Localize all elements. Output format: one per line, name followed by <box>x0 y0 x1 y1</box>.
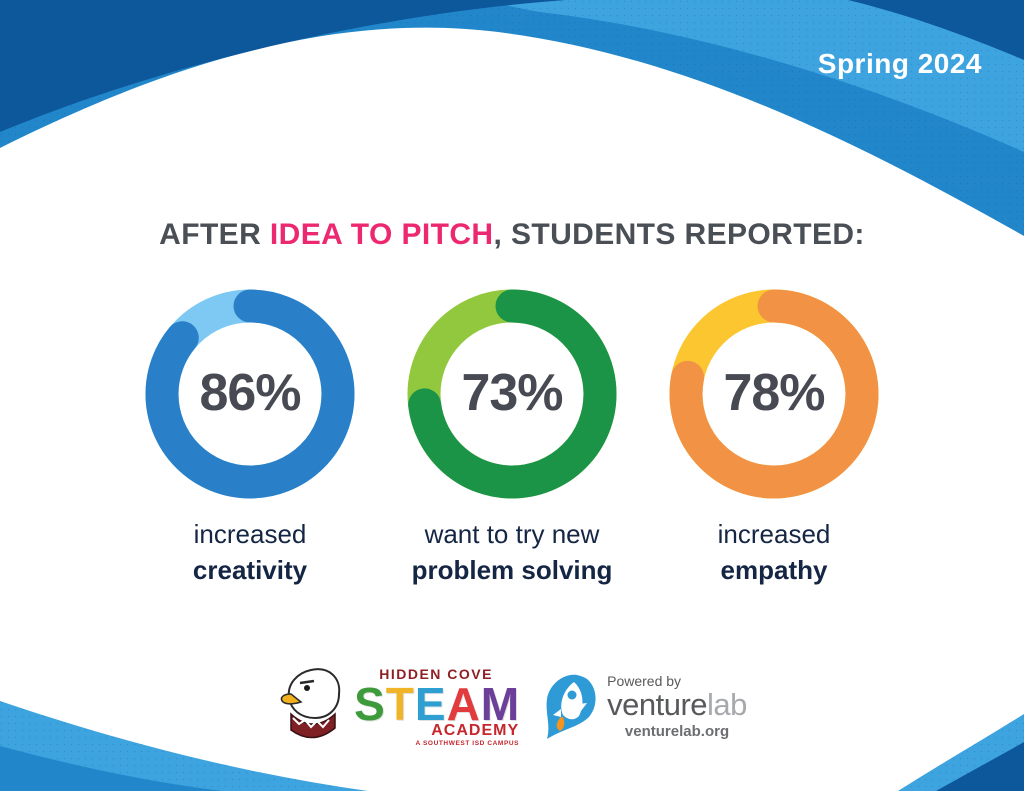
donut-chart-creativity: 86% <box>144 288 356 500</box>
percent-value: 78% <box>723 363 825 422</box>
caption-line2: creativity <box>192 555 308 585</box>
venturelab-rocket-icon <box>546 674 596 739</box>
donut-col-problem-solving: 73% want to try new problem solving <box>406 288 618 588</box>
steam-letter: M <box>480 677 519 730</box>
steam-letter: T <box>385 677 414 730</box>
caption-line2: empathy <box>720 555 828 585</box>
percent-value: 73% <box>461 363 563 422</box>
donut-col-empathy: 78% increased empathy <box>668 288 880 588</box>
donut-caption-empathy: increased empathy <box>718 516 831 588</box>
donut-chart-row: 86% increased creativity 73% want to try… <box>0 288 1024 588</box>
title-prefix: AFTER <box>159 218 270 251</box>
school-tagline: A SOUTHWEST ISD CAMPUS <box>415 739 520 747</box>
venturelab-logo: Powered by venturelab venturelab.org <box>541 671 747 741</box>
venturelab-wordmark-primary: venture <box>607 686 708 722</box>
donut-caption-problem-solving: want to try new problem solving <box>412 516 613 588</box>
caption-line1: increased <box>717 519 831 549</box>
caption-line1: want to try new <box>424 519 600 549</box>
venturelab-wordmark: venturelab <box>607 686 747 722</box>
venturelab-url: venturelab.org <box>624 722 730 740</box>
steam-letter: S <box>354 677 385 730</box>
donut-ring-icon <box>145 289 355 499</box>
school-name-bottom-block: ACADEMY A SOUTHWEST ISD CAMPUS <box>416 722 520 747</box>
venturelab-wordmark-secondary: lab <box>707 686 747 722</box>
donut-col-creativity: 86% increased creativity <box>144 288 356 588</box>
donut-ring-icon <box>669 289 879 499</box>
donut-chart-empathy: 78% <box>668 288 880 500</box>
caption-line2: problem solving <box>411 555 613 585</box>
steam-letter: E <box>414 677 446 730</box>
donut-caption-creativity: increased creativity <box>193 516 307 588</box>
title-suffix: , STUDENTS REPORTED: <box>493 218 865 251</box>
percent-value: 86% <box>199 363 301 422</box>
page-title: AFTER IDEA TO PITCH, STUDENTS REPORTED: <box>0 218 1024 252</box>
steam-letter: A <box>446 677 480 730</box>
eagle-head-icon <box>280 668 341 739</box>
title-highlight: IDEA TO PITCH <box>269 218 494 251</box>
powered-by-label: Powered by <box>607 672 682 689</box>
season-label: Spring 2024 <box>817 48 982 79</box>
donut-chart-problem-solving: 73% <box>406 288 618 500</box>
donut-ring-icon <box>407 289 617 499</box>
school-academy-label: ACADEMY <box>431 721 520 739</box>
school-name-top: HIDDEN COVE <box>379 665 493 682</box>
venturelab-logo-text: Powered by venturelab venturelab.org <box>607 673 747 740</box>
caption-line1: increased <box>193 519 307 549</box>
